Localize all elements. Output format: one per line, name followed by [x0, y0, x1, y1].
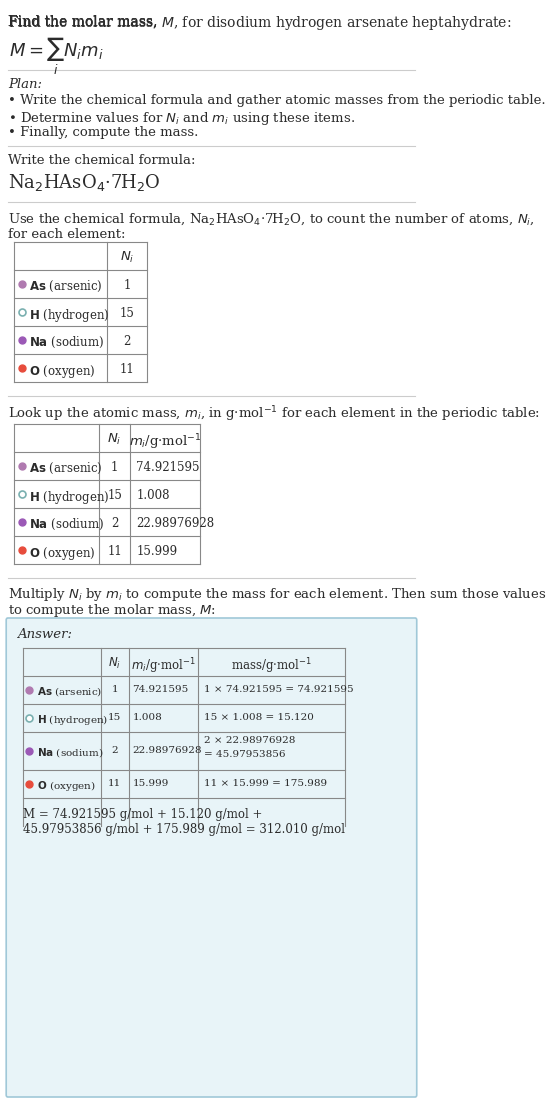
Text: mass/g·mol$^{-1}$: mass/g·mol$^{-1}$	[232, 656, 312, 676]
Text: Use the chemical formula, Na$_2$HAsO$_4$·7H$_2$O, to count the number of atoms, : Use the chemical formula, Na$_2$HAsO$_4$…	[8, 212, 535, 227]
Text: $N_i$: $N_i$	[108, 656, 121, 671]
Text: 22.98976928: 22.98976928	[136, 517, 215, 530]
Text: 15: 15	[107, 489, 122, 503]
Text: $\bf{H}$ (hydrogen): $\bf{H}$ (hydrogen)	[29, 307, 110, 324]
Text: 11: 11	[107, 545, 122, 558]
Text: to compute the molar mass, $\mathit{M}$:: to compute the molar mass, $\mathit{M}$:	[8, 602, 216, 619]
Text: 11: 11	[108, 779, 121, 788]
Text: • Determine values for $N_i$ and $m_i$ using these items.: • Determine values for $N_i$ and $m_i$ u…	[8, 110, 355, 127]
Text: 1.008: 1.008	[133, 713, 162, 722]
Text: Answer:: Answer:	[17, 628, 72, 641]
Text: 2: 2	[123, 335, 130, 348]
Text: $\bf{As}$ (arsenic): $\bf{As}$ (arsenic)	[29, 461, 103, 476]
Text: 74.921595: 74.921595	[136, 461, 200, 474]
Text: $M = \sum_i N_i m_i$: $M = \sum_i N_i m_i$	[9, 36, 104, 77]
Text: Look up the atomic mass, $m_i$, in g·mol$^{-1}$ for each element in the periodic: Look up the atomic mass, $m_i$, in g·mol…	[8, 404, 540, 423]
Text: 2: 2	[111, 517, 118, 530]
Text: 22.98976928: 22.98976928	[133, 746, 202, 755]
Text: $m_i$/g·mol$^{-1}$: $m_i$/g·mol$^{-1}$	[129, 432, 201, 452]
Text: Na$_2$HAsO$_4$·7H$_2$O: Na$_2$HAsO$_4$·7H$_2$O	[8, 172, 160, 193]
Text: $N_i$: $N_i$	[120, 250, 134, 266]
Text: $\bf{As}$ (arsenic): $\bf{As}$ (arsenic)	[37, 685, 103, 698]
Text: Find the molar mass,: Find the molar mass,	[8, 14, 162, 28]
Text: $\bf{H}$ (hydrogen): $\bf{H}$ (hydrogen)	[37, 713, 109, 727]
Text: $\bf{O}$ (oxygen): $\bf{O}$ (oxygen)	[29, 363, 96, 380]
Text: $N_i$: $N_i$	[108, 432, 122, 447]
Text: 45.97953856 g/mol + 175.989 g/mol = 312.010 g/mol: 45.97953856 g/mol + 175.989 g/mol = 312.…	[23, 823, 345, 836]
Text: 1.008: 1.008	[136, 489, 170, 503]
Text: Plan:: Plan:	[8, 78, 41, 91]
Text: 2: 2	[111, 746, 118, 755]
Text: 74.921595: 74.921595	[133, 685, 189, 694]
Text: $\bf{Na}$ (sodium): $\bf{Na}$ (sodium)	[29, 517, 104, 532]
Text: 11 × 15.999 = 175.989: 11 × 15.999 = 175.989	[205, 779, 328, 788]
Text: 11: 11	[120, 363, 134, 376]
Text: $\bf{Na}$ (sodium): $\bf{Na}$ (sodium)	[37, 746, 104, 759]
Text: 15.999: 15.999	[136, 545, 177, 558]
Text: 1 × 74.921595 = 74.921595: 1 × 74.921595 = 74.921595	[205, 685, 354, 694]
Text: = 45.97953856: = 45.97953856	[205, 750, 286, 759]
Text: 2 × 22.98976928: 2 × 22.98976928	[205, 736, 296, 745]
Text: Multiply $N_i$ by $m_i$ to compute the mass for each element. Then sum those val: Multiply $N_i$ by $m_i$ to compute the m…	[8, 586, 546, 603]
Text: • Write the chemical formula and gather atomic masses from the periodic table.: • Write the chemical formula and gather …	[8, 94, 545, 107]
Text: Write the chemical formula:: Write the chemical formula:	[8, 154, 195, 168]
Text: $m_i$/g·mol$^{-1}$: $m_i$/g·mol$^{-1}$	[131, 656, 196, 676]
Text: 15.999: 15.999	[133, 779, 169, 788]
Text: Find the molar mass,: Find the molar mass,	[8, 14, 162, 28]
Text: $\bf{O}$ (oxygen): $\bf{O}$ (oxygen)	[37, 779, 96, 793]
Text: $\bf{Na}$ (sodium): $\bf{Na}$ (sodium)	[29, 335, 104, 350]
Text: $\bf{H}$ (hydrogen): $\bf{H}$ (hydrogen)	[29, 489, 110, 506]
Text: $\bf{O}$ (oxygen): $\bf{O}$ (oxygen)	[29, 545, 96, 562]
Text: Find the molar mass, $\mathit{M}$, for disodium hydrogen arsenate heptahydrate:: Find the molar mass, $\mathit{M}$, for d…	[8, 14, 511, 32]
Text: • Finally, compute the mass.: • Finally, compute the mass.	[8, 126, 198, 139]
FancyBboxPatch shape	[6, 618, 417, 1096]
Text: 1: 1	[111, 685, 118, 694]
Text: 1: 1	[123, 279, 130, 292]
Text: 15 × 1.008 = 15.120: 15 × 1.008 = 15.120	[205, 713, 314, 722]
Text: 15: 15	[108, 713, 121, 722]
Text: 1: 1	[111, 461, 118, 474]
Text: for each element:: for each element:	[8, 228, 125, 241]
Text: $\bf{As}$ (arsenic): $\bf{As}$ (arsenic)	[29, 279, 103, 294]
Text: M = 74.921595 g/mol + 15.120 g/mol +: M = 74.921595 g/mol + 15.120 g/mol +	[23, 808, 263, 821]
Text: 15: 15	[120, 307, 134, 320]
